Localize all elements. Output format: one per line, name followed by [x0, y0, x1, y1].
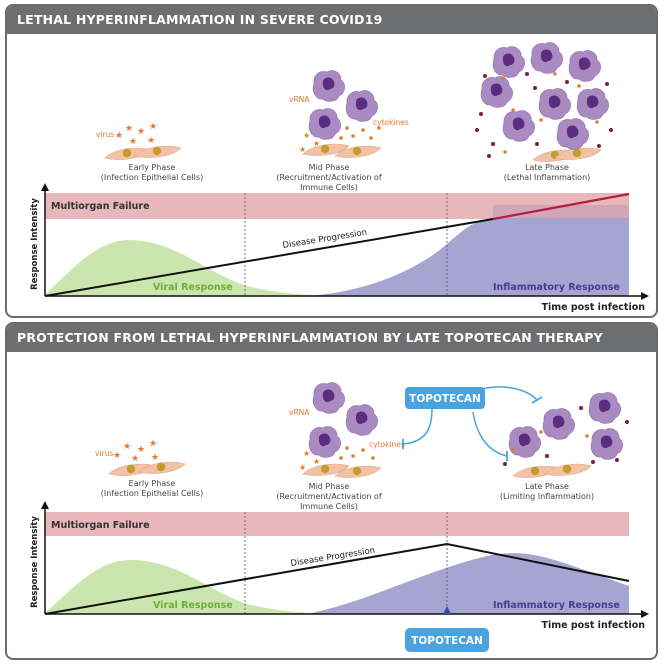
panel-title: LETHAL HYPERINFLAMMATION IN SEVERE COVID…: [7, 6, 656, 34]
multiorgan-failure-label: Multiorgan Failure: [51, 201, 150, 212]
svg-text:★: ★: [303, 131, 310, 140]
phase-mid-sub2: Immune Cells): [300, 502, 358, 511]
inhibition-arrow-cytokines: [402, 408, 433, 445]
panel-lethal: LETHAL HYPERINFLAMMATION IN SEVERE COVID…: [5, 4, 658, 318]
inflammatory-response-area: [307, 218, 629, 296]
phase-early-title: Early Phase: [129, 163, 176, 172]
immune-cells-late: [503, 392, 629, 479]
viral-response-label: Viral Response: [153, 282, 233, 293]
topotecan-drug-label: TOPOTECAN: [409, 393, 481, 405]
x-axis-arrow: [641, 292, 649, 300]
topotecan-drug-box: [405, 387, 485, 409]
disease-progression-label: Disease Progression: [290, 546, 376, 569]
cytokines-label: cytokines: [373, 118, 409, 127]
inflammatory-response-area: [307, 553, 629, 614]
y-axis-arrow: [41, 501, 49, 509]
x-axis-arrow: [641, 610, 649, 618]
svg-text:★: ★: [123, 442, 131, 452]
panel-protection: PROTECTION FROM LETHAL HYPERINFLAMMATION…: [5, 322, 658, 660]
vrna-label: vRNA: [289, 95, 310, 104]
phase-early-sub: (Infection Epithelial Cells): [101, 173, 203, 182]
topotecan-marker-box: [405, 628, 489, 652]
diagram-protection: virus ★★ ★ ★★★ Early Phase (Infection Epi…: [30, 382, 649, 652]
disease-progression-line: [44, 218, 494, 297]
topotecan-marker-arrow: [443, 606, 451, 614]
phase-mid-title: Mid Phase: [309, 163, 350, 172]
multiorgan-failure-band: [45, 512, 629, 536]
phase-mid-title: Mid Phase: [309, 482, 350, 491]
disease-progression-line: [44, 542, 630, 615]
y-axis-label: Response Intensity: [30, 198, 40, 290]
inflammatory-response-label: Inflammatory Response: [493, 282, 620, 293]
phase-early-sub: (Infection Epithelial Cells): [101, 489, 203, 498]
y-axis-arrow: [41, 183, 49, 191]
svg-text:★: ★: [151, 453, 159, 463]
epithelial-cells-early: virus ★★ ★ ★★★: [96, 122, 182, 161]
disease-progression-lethal: [492, 192, 630, 221]
svg-text:★: ★: [137, 127, 145, 137]
immune-cells-late: [475, 42, 613, 163]
svg-text:★: ★: [149, 122, 157, 132]
svg-text:★: ★: [313, 139, 320, 148]
immune-cells-mid: ★★★ vRNA cytokines: [289, 382, 405, 479]
cytokines-label: cytokines: [369, 440, 405, 449]
phase-late-sub: (Lethal Inflammation): [504, 173, 591, 182]
svg-text:★: ★: [299, 145, 306, 154]
svg-text:★: ★: [303, 449, 310, 458]
panel-title: PROTECTION FROM LETHAL HYPERINFLAMMATION…: [7, 324, 656, 352]
inhibition-arrow-epithelial: [472, 411, 508, 457]
x-axis-label: Time post infection: [541, 620, 645, 631]
topotecan-marker-label: TOPOTECAN: [411, 635, 483, 647]
svg-text:★: ★: [149, 439, 157, 449]
viral-response-label: Viral Response: [153, 600, 233, 611]
svg-text:★: ★: [313, 457, 320, 466]
inflammatory-response-label: Inflammatory Response: [493, 600, 620, 611]
phase-early-title: Early Phase: [129, 479, 176, 488]
phase-mid-sub: (Recruitment/Activation of: [276, 492, 381, 501]
svg-text:★: ★: [115, 131, 123, 141]
vrna-label: vRNA: [289, 408, 310, 417]
epithelial-cells-early: virus ★★ ★ ★★★: [95, 439, 186, 477]
phase-late-title: Late Phase: [525, 482, 569, 491]
phase-mid-sub: (Recruitment/Activation of: [276, 173, 381, 182]
svg-text:★: ★: [129, 137, 137, 147]
x-axis-label: Time post infection: [541, 302, 645, 313]
phase-late-sub: (Limiting Inflammation): [500, 492, 594, 501]
svg-text:★: ★: [137, 445, 145, 455]
virus-label: virus: [96, 130, 114, 139]
svg-text:★: ★: [125, 124, 133, 134]
svg-text:★: ★: [147, 136, 155, 146]
svg-text:★: ★: [113, 451, 121, 461]
phase-mid-sub2: Immune Cells): [300, 183, 358, 192]
svg-text:★: ★: [299, 463, 306, 472]
immune-cells-mid: ★★★ vRNA cytokines: [289, 70, 409, 159]
svg-text:★: ★: [131, 454, 139, 464]
y-axis-label: Response Intensity: [30, 516, 40, 608]
diagram-lethal: virus ★★ ★ ★★★ Early Phase (Infection Epi…: [30, 42, 649, 313]
multiorgan-failure-label: Multiorgan Failure: [51, 520, 150, 531]
virus-label: virus: [95, 449, 113, 458]
overlap-band: [493, 205, 629, 219]
inhibition-arrow-immune: [472, 386, 538, 401]
phase-late-title: Late Phase: [525, 163, 569, 172]
